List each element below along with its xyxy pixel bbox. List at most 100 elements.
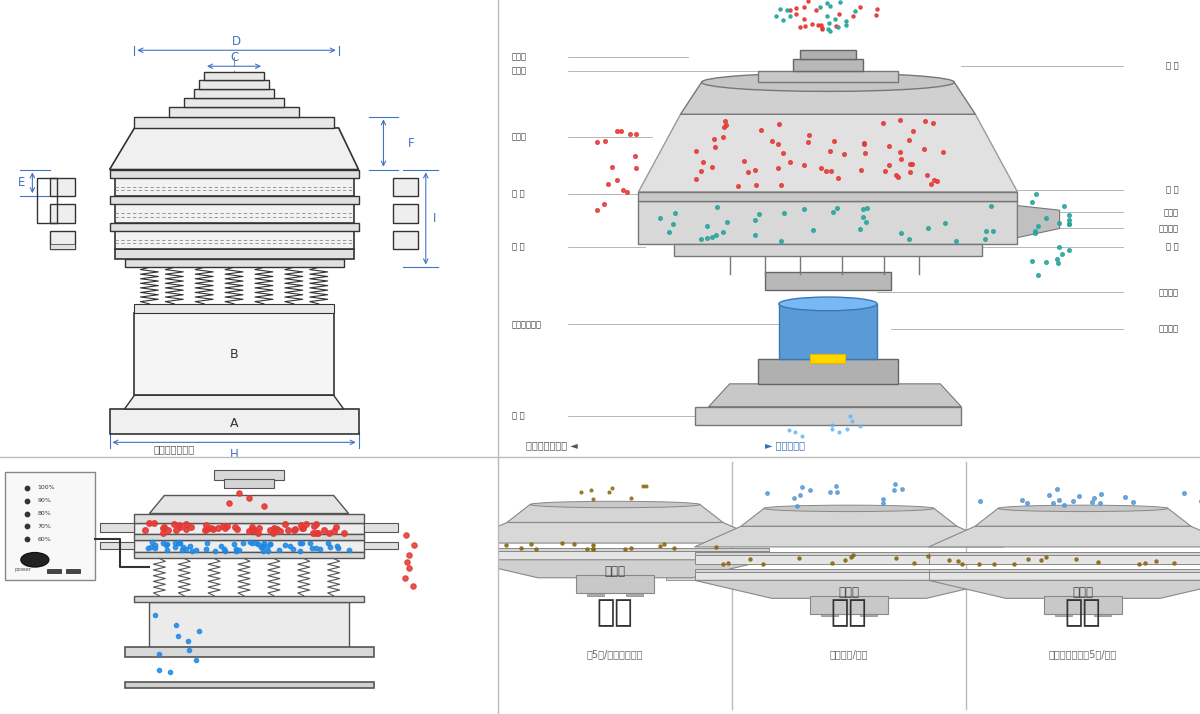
Point xyxy=(1088,556,1108,568)
Polygon shape xyxy=(638,201,1018,244)
Point xyxy=(620,129,640,140)
Point xyxy=(811,163,830,174)
Point xyxy=(786,2,805,14)
Bar xyxy=(810,354,846,363)
Point xyxy=(1123,496,1142,508)
Point xyxy=(258,545,277,556)
Point xyxy=(314,524,334,536)
Bar xyxy=(769,553,798,559)
Text: 加重块: 加重块 xyxy=(1164,208,1178,217)
Point xyxy=(180,644,199,655)
Point xyxy=(636,481,655,492)
Point xyxy=(145,609,164,620)
Point xyxy=(634,481,653,492)
Point xyxy=(845,5,864,16)
Bar xyxy=(859,613,877,616)
Point xyxy=(397,529,416,540)
Bar xyxy=(114,204,354,223)
Point xyxy=(740,553,760,564)
Text: ► 结构示意图: ► 结构示意图 xyxy=(764,440,805,450)
Point xyxy=(853,211,872,223)
Point xyxy=(607,126,626,137)
Point xyxy=(655,538,674,550)
Point xyxy=(202,522,221,533)
Point xyxy=(142,541,161,553)
Text: 运输固定螺格: 运输固定螺格 xyxy=(512,320,542,329)
Point xyxy=(304,528,323,539)
Polygon shape xyxy=(708,384,961,407)
Point xyxy=(1043,497,1062,508)
Point xyxy=(212,520,232,531)
Point xyxy=(626,128,646,139)
Bar xyxy=(929,555,1200,563)
Point xyxy=(553,538,572,549)
Point xyxy=(835,555,854,566)
Bar xyxy=(169,107,299,116)
Point xyxy=(188,625,208,636)
Point xyxy=(1012,494,1031,506)
Text: A: A xyxy=(230,417,239,430)
Point xyxy=(1028,269,1048,281)
Point xyxy=(686,174,706,185)
Point xyxy=(932,146,952,158)
Point xyxy=(1050,241,1069,253)
Bar xyxy=(50,178,74,196)
Text: E: E xyxy=(18,176,25,189)
Point xyxy=(702,161,721,173)
Text: 过滤: 过滤 xyxy=(830,598,868,628)
Point xyxy=(893,483,912,494)
Point xyxy=(745,215,764,226)
Polygon shape xyxy=(461,560,769,578)
Point xyxy=(149,664,168,675)
Point xyxy=(812,22,832,34)
Point xyxy=(817,11,836,22)
Point xyxy=(812,24,832,35)
Point xyxy=(170,522,190,533)
Point xyxy=(718,216,737,228)
Polygon shape xyxy=(740,508,958,526)
Point xyxy=(179,635,198,647)
Point xyxy=(977,226,996,237)
Point xyxy=(164,519,184,531)
Bar xyxy=(800,50,856,59)
Point xyxy=(841,551,860,563)
Point xyxy=(854,139,874,150)
Text: 去除异物/结块: 去除异物/结块 xyxy=(829,650,869,660)
Point xyxy=(691,166,710,177)
Point xyxy=(1037,256,1056,267)
Point xyxy=(686,146,706,157)
Point xyxy=(167,524,186,536)
Bar xyxy=(204,71,264,80)
Ellipse shape xyxy=(998,506,1168,511)
Point xyxy=(784,492,803,503)
Point xyxy=(791,489,810,501)
Point xyxy=(779,425,798,436)
Point xyxy=(602,483,622,494)
Point xyxy=(970,559,989,570)
Polygon shape xyxy=(974,508,1192,526)
Point xyxy=(890,153,910,164)
Point xyxy=(928,176,947,187)
Point xyxy=(296,518,316,530)
Point xyxy=(851,223,870,235)
Point xyxy=(197,519,216,531)
Bar xyxy=(224,479,274,488)
Point xyxy=(984,558,1003,569)
Bar xyxy=(394,178,419,196)
Point xyxy=(472,538,491,550)
Point xyxy=(306,543,325,554)
Point xyxy=(240,493,259,504)
Point xyxy=(821,486,840,497)
Bar xyxy=(134,534,364,540)
Bar xyxy=(134,540,364,552)
Point xyxy=(798,0,817,6)
Point xyxy=(707,230,726,241)
Point xyxy=(280,540,299,552)
Text: 90%: 90% xyxy=(37,498,52,503)
Point xyxy=(226,545,245,556)
Point xyxy=(241,536,260,548)
Point xyxy=(522,538,541,550)
Text: 振动电机: 振动电机 xyxy=(1159,288,1178,297)
Bar xyxy=(779,304,877,358)
Point xyxy=(803,18,822,29)
